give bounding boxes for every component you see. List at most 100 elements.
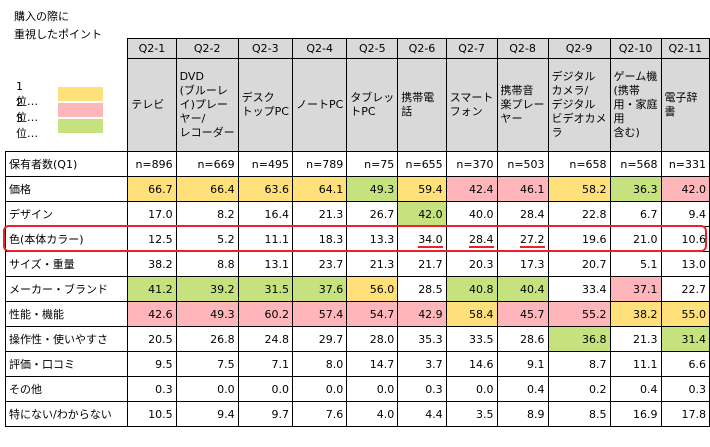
value: 33.5 xyxy=(469,332,494,346)
value-cell: 6.6 xyxy=(660,351,710,377)
value-cell: 19.6 xyxy=(547,226,611,252)
name-line: フォン xyxy=(449,105,483,118)
value-cell: 0.0 xyxy=(346,376,399,402)
value-cell: 37.6 xyxy=(291,276,348,302)
value-cell: 37.1 xyxy=(609,276,662,302)
row-label: 特にない/わからない xyxy=(4,401,129,427)
name-line: 話 xyxy=(401,105,413,118)
value-cell: 42.6 xyxy=(127,301,177,327)
value: 13.1 xyxy=(264,257,289,271)
row-label: メーカー・ブランド xyxy=(4,276,129,302)
value: 38.2 xyxy=(633,307,658,321)
name-line: 用 xyxy=(613,112,625,125)
value-cell: 27.2 xyxy=(496,226,549,252)
header-title: 購入の際に 重視したポイント xyxy=(14,8,102,44)
value-cell: 60.2 xyxy=(237,301,293,327)
title-line: 重視したポイント xyxy=(14,28,102,41)
value-cell: 18.3 xyxy=(291,226,348,252)
column-code: Q2-7 xyxy=(445,38,498,59)
value: 21.3 xyxy=(318,207,344,221)
value-cell: 42.4 xyxy=(445,176,498,202)
name-line: (携帯 xyxy=(613,84,640,97)
name-line: テレビ xyxy=(131,98,165,111)
value: 8.5 xyxy=(589,407,607,421)
column-name: デジタル カメラ/デジタル ビデオカメラ xyxy=(547,58,611,152)
row-label: 性能・機能 xyxy=(4,301,129,327)
value-cell: 4.0 xyxy=(346,401,399,427)
value: 24.8 xyxy=(264,332,289,346)
name-line: スマート xyxy=(449,91,494,104)
value: 55.2 xyxy=(582,307,607,321)
column-name: 携帯音 楽プレー ヤー xyxy=(496,58,549,152)
name-line: ゲーム機 xyxy=(613,70,658,83)
data-row: サイズ・重量 38.2 8.8 13.1 23.7 21.3 21.7 20.3 17.3 20.… xyxy=(4,251,710,277)
column-code: Q2-1 xyxy=(127,38,177,59)
value: n=503 xyxy=(507,157,545,171)
value-cell: 3.5 xyxy=(445,401,498,427)
value: 46.1 xyxy=(520,182,545,196)
value-cell: 13.1 xyxy=(237,251,293,277)
value: 58.4 xyxy=(469,307,494,321)
value-cell: 28.6 xyxy=(496,326,549,352)
value-cell: 8.7 xyxy=(547,351,611,377)
value-cell: 11.1 xyxy=(237,226,293,252)
name-line: イ)プレー xyxy=(179,98,228,111)
value: 18.3 xyxy=(318,232,344,246)
value-cell: 17.0 xyxy=(127,201,177,227)
value: 60.2 xyxy=(264,307,289,321)
value-cell: 0.3 xyxy=(397,376,447,402)
value: 0.3 xyxy=(155,382,173,396)
value: 28.0 xyxy=(369,332,395,346)
value-cell: 0.3 xyxy=(127,376,177,402)
value: 64.1 xyxy=(318,182,344,196)
value-cell: 58.4 xyxy=(445,301,498,327)
value-cell: 20.3 xyxy=(445,251,498,277)
header-row: テレビ DVD (ブルーレ イ)プレー ヤー/レコーダー デスク トップPC ノートPC タブレ… xyxy=(6,58,710,152)
value: 26.8 xyxy=(210,332,235,346)
value-cell: n=370 xyxy=(445,151,498,177)
value-cell: 54.7 xyxy=(346,301,399,327)
value: 37.1 xyxy=(633,282,658,296)
value-cell: 46.1 xyxy=(496,176,549,202)
name-line: デジタル xyxy=(551,70,596,83)
data-row: 色(本体カラー) 12.5 5.2 11.1 18.3 13.3 34.0 28.4 27.2 1… xyxy=(4,226,710,252)
value-cell: 21.0 xyxy=(609,226,662,252)
value: 42.9 xyxy=(418,307,443,321)
value-cell: 8.0 xyxy=(291,351,348,377)
row-label: 色(本体カラー) xyxy=(4,226,129,252)
value: 6.7 xyxy=(640,207,658,221)
name-line: 書 xyxy=(664,105,676,118)
value: 28.4 xyxy=(520,207,545,221)
data-row: メーカー・ブランド 41.2 39.2 31.5 37.6 56.0 28.5 40.8 40.… xyxy=(4,276,710,302)
value: 17.8 xyxy=(681,407,707,421)
value: 28.4 xyxy=(469,232,494,248)
value-cell: 5.2 xyxy=(175,226,239,252)
value: 40.0 xyxy=(469,207,494,221)
row-label: デザイン xyxy=(4,201,129,227)
value-cell: 0.0 xyxy=(237,376,293,402)
value: 7.6 xyxy=(325,407,344,421)
name-line: ヤー/ xyxy=(179,112,206,125)
value: 11.1 xyxy=(264,232,289,246)
value-cell: 0.4 xyxy=(609,376,662,402)
value: 27.2 xyxy=(520,232,545,248)
value: 42.0 xyxy=(418,207,443,221)
value: 8.7 xyxy=(589,357,607,371)
column-name: デスク トップPC xyxy=(237,58,293,152)
value-cell: 28.4 xyxy=(496,201,549,227)
value-cell: 29.7 xyxy=(291,326,348,352)
value: n=568 xyxy=(620,157,658,171)
value-cell: 10.6 xyxy=(660,226,710,252)
name-line: カメラ/ xyxy=(551,84,589,97)
column-code: Q2-11 xyxy=(660,38,710,59)
value: 7.5 xyxy=(217,357,235,371)
data-row: 性能・機能 42.6 49.3 60.2 57.4 54.7 42.9 58.4 45.7 55.… xyxy=(4,301,710,327)
column-code: Q2-3 xyxy=(237,38,293,59)
value: 29.7 xyxy=(318,332,344,346)
value: 20.7 xyxy=(582,257,607,271)
value: 9.4 xyxy=(688,207,707,221)
data-row: 評価・口コミ 9.5 7.5 7.1 8.0 14.7 3.7 14.6 9.1 8.7 11.1 6… xyxy=(4,351,710,377)
value-cell: n=655 xyxy=(397,151,447,177)
value: 7.1 xyxy=(271,357,289,371)
